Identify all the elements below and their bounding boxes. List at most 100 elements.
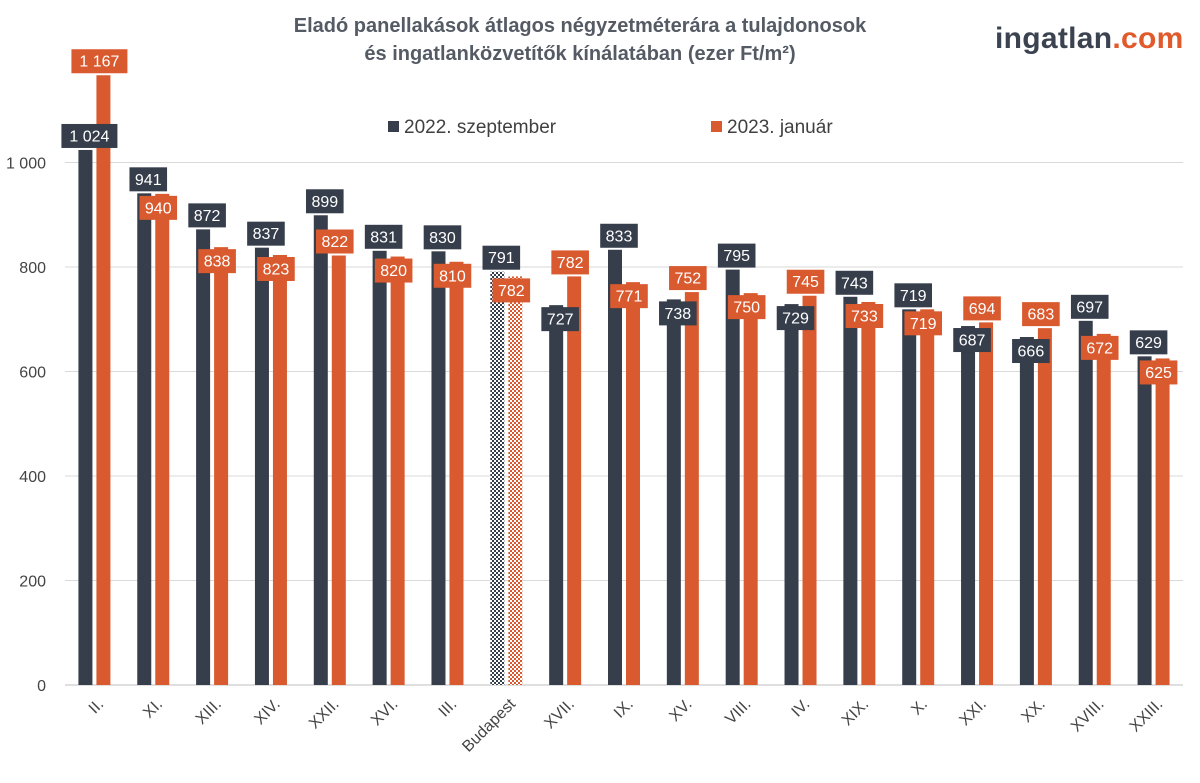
bar-2022-szeptember [1078, 320, 1093, 685]
x-tick-label: II. [86, 696, 107, 717]
data-label: 838 [204, 254, 231, 271]
bar-2022-szeptember [196, 229, 211, 685]
bar-2023-januar [979, 322, 994, 685]
logo-domain: .com [1112, 22, 1184, 55]
x-tick-label: XIX. [839, 696, 872, 729]
data-label: 820 [380, 263, 407, 280]
x-tick-label: XXI. [956, 696, 989, 729]
data-label-box [1129, 330, 1168, 355]
bar-2022-szeptember [902, 309, 917, 685]
data-label-box [541, 307, 579, 332]
data-label-box [492, 278, 531, 303]
bar-2023-januar [155, 193, 170, 685]
bar-2023-januar [214, 247, 229, 685]
data-label-box [1139, 360, 1178, 385]
gridlines [65, 162, 1183, 686]
data-label-box [315, 229, 354, 254]
data-label-box [717, 243, 756, 268]
data-label: 830 [429, 230, 456, 247]
data-label: 719 [900, 288, 927, 305]
bar-2022-szeptember [431, 251, 446, 685]
data-label-box [1080, 335, 1119, 360]
x-tick-label: IX. [611, 696, 637, 722]
x-tick-label: XI. [140, 696, 166, 722]
x-tick-label: X. [908, 696, 931, 719]
y-tick-label: 0 [37, 678, 46, 695]
bar-2023-januar [272, 254, 287, 686]
data-label-box [139, 195, 178, 220]
bar-2023-januar [449, 261, 464, 685]
data-label: 771 [616, 289, 643, 306]
x-tick-label: XIII. [193, 696, 225, 728]
bar-2023-januar [1096, 333, 1111, 685]
bar-2023-januar [1037, 328, 1052, 685]
data-label: 743 [841, 275, 868, 292]
data-label-box [610, 284, 648, 309]
data-label-box [845, 304, 884, 329]
data-label: 810 [439, 268, 466, 285]
data-label: 687 [959, 333, 986, 350]
data-label-box [257, 256, 295, 281]
x-tick-label: IV. [789, 696, 814, 721]
data-label: 782 [557, 255, 584, 272]
data-label: 872 [194, 208, 221, 225]
data-label: 1 024 [69, 128, 109, 145]
bar-2023-januar [861, 302, 876, 685]
bar-2023-januar [567, 276, 582, 685]
legend-swatch [388, 121, 399, 132]
bar-2023-januar [626, 282, 640, 685]
x-tick-label: XVI. [368, 696, 401, 729]
data-label-box [374, 258, 413, 283]
x-tick-label: XVIII. [1068, 696, 1108, 736]
bar-2023-januar [743, 293, 758, 685]
y-axis: 0 200 400 600 800 1 000 [6, 156, 46, 696]
y-tick-label: 200 [19, 574, 46, 591]
data-label-box [188, 203, 226, 228]
data-label-box [1022, 302, 1060, 327]
data-label-box [786, 269, 825, 294]
bar-2022-szeptember [549, 305, 564, 685]
x-tick-label: VIII. [722, 696, 754, 728]
data-label-box [963, 296, 1001, 321]
y-tick-label: 1 000 [6, 156, 46, 173]
data-label-box [1070, 294, 1109, 319]
data-label: 1 167 [79, 54, 119, 71]
data-label-box [61, 123, 118, 148]
x-axis: II. XI. XIII. XIV. XXII. XVI. III. Budapest XVII… [86, 695, 1167, 755]
bar-2022-szeptember [1019, 337, 1034, 685]
bar-2022-szeptember [137, 193, 152, 685]
x-tick-label: XXII. [306, 696, 343, 733]
bar-2022-szeptember [490, 271, 505, 685]
y-tick-label: 400 [19, 469, 46, 486]
data-label-box [727, 295, 766, 320]
data-label: 823 [263, 261, 290, 278]
data-label-box [894, 283, 933, 308]
ingatlan-logo: ingatlan.com [995, 22, 1184, 56]
data-label-box [1012, 339, 1050, 364]
data-label: 831 [370, 229, 397, 246]
data-label: 729 [782, 311, 809, 328]
y-tick-label: 600 [19, 365, 46, 382]
bar-2022-szeptember [254, 247, 269, 686]
x-tick-label: III. [436, 696, 461, 721]
data-label-box [198, 249, 236, 274]
data-label-box [835, 270, 874, 295]
data-label: 719 [910, 316, 937, 333]
data-label: 697 [1076, 299, 1103, 316]
data-label: 694 [969, 301, 996, 318]
data-label: 899 [311, 194, 338, 211]
bar-2022-szeptember [666, 299, 681, 685]
legend-label: 2023. január [727, 117, 833, 138]
data-label-box [423, 225, 462, 250]
x-tick-label: XIV. [251, 696, 283, 728]
y-tick-label: 800 [19, 260, 46, 277]
bar-2022-szeptember [1137, 356, 1152, 685]
bar-2023-januar [96, 75, 111, 686]
data-label: 791 [488, 250, 515, 267]
data-label: 833 [606, 228, 633, 245]
bar-2022-szeptember [372, 250, 387, 686]
data-label: 745 [792, 274, 819, 291]
bar-2023-januar [684, 292, 699, 685]
data-label-box [364, 224, 403, 249]
